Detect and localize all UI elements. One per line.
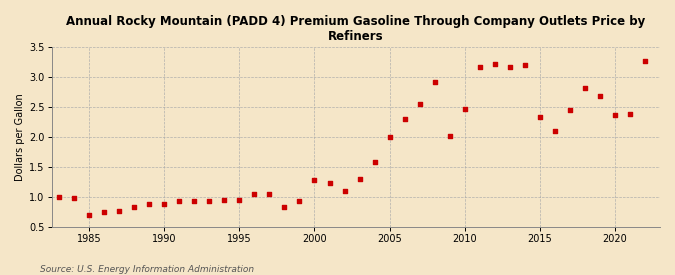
Point: [54, 194, 65, 199]
Point: [549, 129, 560, 133]
Point: [204, 199, 215, 203]
Point: [384, 134, 395, 139]
Point: [279, 205, 290, 209]
Point: [339, 188, 350, 193]
Point: [294, 199, 305, 203]
Point: [174, 199, 185, 204]
Point: [219, 197, 230, 202]
Point: [84, 213, 95, 217]
Point: [580, 86, 591, 90]
Point: [264, 191, 275, 196]
Point: [475, 65, 485, 70]
Point: [489, 62, 500, 67]
Point: [610, 113, 620, 117]
Point: [429, 79, 440, 84]
Y-axis label: Dollars per Gallon: Dollars per Gallon: [15, 93, 25, 181]
Point: [324, 181, 335, 186]
Text: Source: U.S. Energy Information Administration: Source: U.S. Energy Information Administ…: [40, 265, 254, 274]
Point: [640, 59, 651, 64]
Point: [399, 117, 410, 121]
Point: [249, 191, 260, 196]
Point: [309, 178, 320, 182]
Title: Annual Rocky Mountain (PADD 4) Premium Gasoline Through Company Outlets Price by: Annual Rocky Mountain (PADD 4) Premium G…: [66, 15, 645, 43]
Point: [129, 205, 140, 210]
Point: [114, 209, 125, 213]
Point: [459, 107, 470, 111]
Point: [564, 108, 575, 112]
Point: [595, 94, 605, 98]
Point: [69, 196, 80, 201]
Point: [444, 133, 455, 138]
Point: [414, 102, 425, 106]
Point: [234, 197, 245, 202]
Point: [189, 199, 200, 204]
Point: [369, 160, 380, 164]
Point: [354, 177, 365, 181]
Point: [504, 65, 515, 69]
Point: [624, 112, 635, 116]
Point: [535, 115, 545, 119]
Point: [519, 63, 530, 67]
Point: [99, 210, 109, 214]
Point: [144, 202, 155, 207]
Point: [159, 202, 169, 207]
